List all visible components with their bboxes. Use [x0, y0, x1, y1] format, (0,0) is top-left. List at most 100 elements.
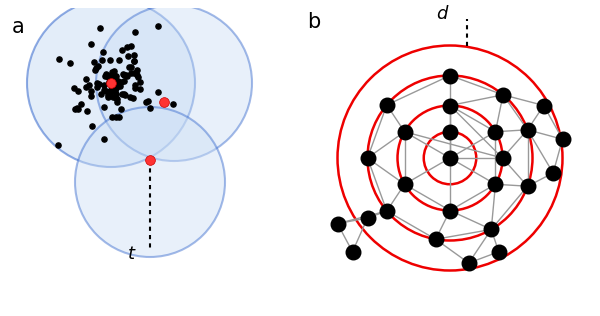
- Point: [491, 182, 500, 187]
- Point: [130, 29, 139, 34]
- Point: [132, 67, 142, 72]
- Point: [107, 87, 116, 92]
- Point: [119, 78, 129, 83]
- Point: [89, 60, 99, 65]
- Point: [82, 109, 91, 114]
- Point: [445, 208, 455, 213]
- Point: [102, 73, 112, 78]
- Point: [73, 107, 83, 112]
- Point: [112, 79, 122, 84]
- Point: [106, 80, 116, 85]
- Point: [86, 42, 96, 47]
- Point: [65, 60, 75, 65]
- Point: [113, 83, 123, 88]
- Point: [107, 70, 117, 75]
- Text: $d$: $d$: [436, 5, 449, 23]
- Point: [100, 104, 109, 109]
- Point: [113, 99, 122, 104]
- Point: [129, 71, 139, 76]
- Point: [109, 85, 118, 90]
- Point: [108, 94, 118, 100]
- Text: b: b: [308, 12, 321, 32]
- Point: [111, 86, 121, 91]
- Point: [539, 103, 548, 108]
- Point: [95, 26, 105, 31]
- Point: [99, 137, 109, 142]
- Point: [72, 106, 82, 111]
- Point: [135, 79, 145, 84]
- Point: [145, 106, 155, 111]
- Point: [114, 57, 124, 62]
- Point: [362, 155, 372, 161]
- Circle shape: [27, 0, 195, 167]
- Point: [116, 107, 126, 112]
- Point: [445, 155, 455, 161]
- Point: [112, 96, 122, 101]
- Point: [110, 74, 120, 79]
- Point: [109, 69, 119, 74]
- Point: [101, 89, 111, 94]
- Point: [81, 76, 91, 81]
- Point: [105, 80, 115, 85]
- Point: [119, 72, 128, 77]
- Point: [92, 84, 102, 89]
- Point: [332, 221, 342, 226]
- Point: [117, 92, 127, 97]
- Point: [97, 58, 107, 63]
- Point: [111, 115, 121, 120]
- Point: [70, 106, 80, 111]
- Point: [111, 73, 121, 78]
- Point: [400, 129, 409, 134]
- Point: [104, 73, 113, 78]
- Point: [107, 88, 117, 93]
- Point: [128, 95, 138, 100]
- Point: [116, 79, 126, 84]
- Point: [431, 237, 440, 242]
- Point: [106, 80, 116, 85]
- Point: [464, 260, 473, 265]
- Point: [104, 75, 114, 80]
- Point: [548, 170, 558, 175]
- Point: [99, 88, 109, 93]
- Circle shape: [96, 5, 252, 161]
- Point: [498, 92, 508, 97]
- Point: [130, 85, 139, 90]
- Point: [104, 80, 114, 85]
- Point: [122, 74, 132, 79]
- Point: [130, 82, 139, 88]
- Point: [382, 209, 392, 214]
- Point: [103, 94, 112, 100]
- Point: [116, 83, 125, 88]
- Point: [109, 72, 119, 77]
- Point: [487, 227, 496, 232]
- Point: [95, 81, 104, 86]
- Point: [105, 82, 115, 87]
- Point: [558, 137, 568, 142]
- Point: [494, 249, 503, 254]
- Point: [105, 74, 115, 79]
- Point: [445, 103, 455, 108]
- Point: [112, 95, 121, 100]
- Point: [88, 123, 97, 128]
- Point: [93, 64, 103, 69]
- Point: [104, 81, 113, 86]
- Point: [86, 88, 96, 94]
- Point: [169, 101, 178, 106]
- Point: [445, 129, 455, 134]
- Point: [81, 84, 91, 89]
- Point: [154, 24, 163, 29]
- Point: [133, 73, 142, 78]
- Circle shape: [75, 107, 225, 257]
- Point: [92, 80, 101, 85]
- Point: [400, 182, 409, 187]
- Point: [105, 92, 115, 97]
- Point: [122, 45, 131, 50]
- Point: [106, 80, 116, 85]
- Point: [100, 74, 110, 79]
- Point: [104, 76, 114, 81]
- Point: [130, 58, 139, 64]
- Point: [98, 49, 108, 54]
- Point: [498, 155, 508, 161]
- Point: [119, 91, 129, 96]
- Point: [127, 70, 136, 76]
